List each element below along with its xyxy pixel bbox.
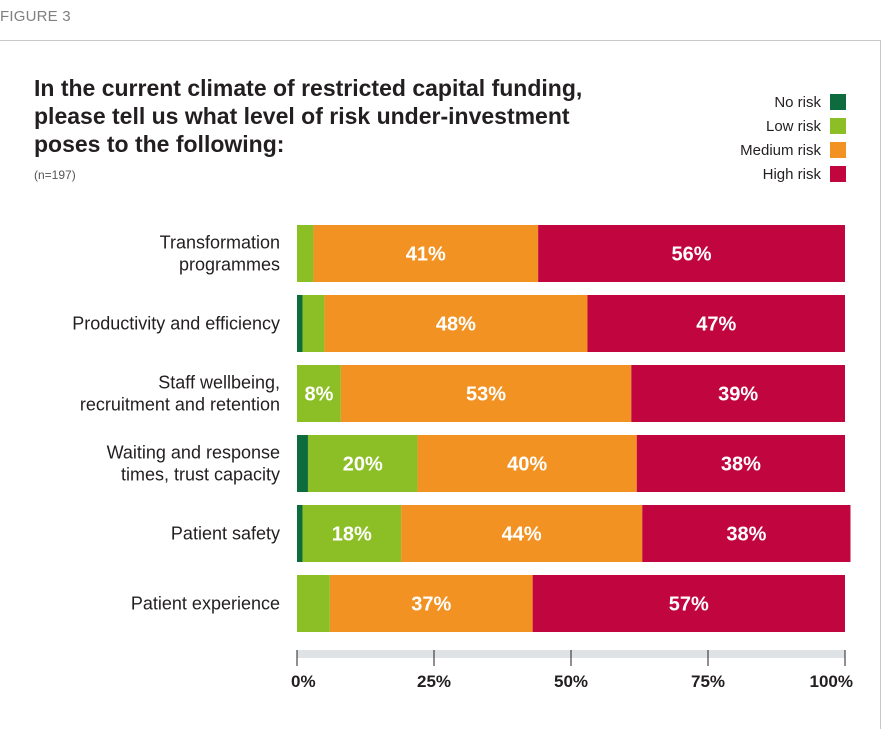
data-label: 8%: [304, 384, 333, 406]
bar-segment-low-risk: [302, 295, 325, 352]
bar-segment-high-risk: [642, 505, 851, 562]
bar-segment-low-risk: [297, 575, 330, 632]
bar-segment-high-risk: [532, 575, 845, 632]
data-label: 38%: [721, 454, 761, 476]
legend-label: Medium risk: [740, 141, 821, 159]
bar-segment-no-risk: [297, 295, 303, 352]
data-label: 53%: [466, 384, 506, 406]
legend-label: No risk: [774, 93, 821, 111]
figure-label: FIGURE 3: [0, 8, 71, 25]
data-label: 37%: [411, 594, 451, 616]
bar-segment-high-risk: [631, 365, 845, 422]
legend-label: Low risk: [765, 117, 821, 135]
category-label: Transformation programmes: [160, 233, 280, 275]
figure-frame: [0, 40, 881, 729]
legend-item-high-risk: High risk: [740, 162, 846, 186]
data-label: 56%: [672, 244, 712, 266]
category-label: Patient experience: [131, 594, 280, 614]
data-label: 20%: [343, 454, 383, 476]
data-label: 18%: [332, 524, 372, 546]
legend-swatch: [830, 142, 846, 158]
x-tick-label: 100%: [810, 672, 853, 691]
data-label: 41%: [406, 244, 446, 266]
bar-segment-medium-risk: [329, 575, 533, 632]
legend-label: High risk: [762, 165, 821, 183]
legend-item-no-risk: No risk: [740, 90, 846, 114]
category-label: Patient safety: [171, 524, 280, 544]
x-tick-label: 0%: [291, 672, 316, 691]
data-label: 39%: [718, 384, 758, 406]
bar-segment-high-risk: [636, 435, 845, 492]
bar-segment-medium-risk: [340, 365, 632, 422]
category-label: Productivity and efficiency: [72, 314, 280, 334]
bar-segment-medium-risk: [417, 435, 637, 492]
bar-segment-high-risk: [587, 295, 845, 352]
category-label: Staff wellbeing, recruitment and retentio…: [80, 373, 280, 415]
bar-segment-low-risk: [302, 505, 402, 562]
bar-segment-medium-risk: [313, 225, 539, 282]
legend-item-medium-risk: Medium risk: [740, 138, 846, 162]
chart-title: In the current climate of restricted cap…: [34, 75, 583, 157]
data-label: 47%: [696, 314, 736, 336]
legend-swatch: [830, 166, 846, 182]
bar-segment-no-risk: [297, 435, 308, 492]
bar-segment-medium-risk: [401, 505, 643, 562]
bar-segment-no-risk: [297, 505, 303, 562]
x-tick-label: 50%: [554, 672, 588, 691]
bar-segment-low-risk: [297, 365, 341, 422]
chart-subtitle: (n=197): [34, 168, 76, 182]
legend-swatch: [830, 118, 846, 134]
data-label: 48%: [436, 314, 476, 336]
legend-swatch: [830, 94, 846, 110]
x-tick-label: 25%: [417, 672, 451, 691]
bar-segment-medium-risk: [324, 295, 588, 352]
data-label: 40%: [507, 454, 547, 476]
legend-item-low-risk: Low risk: [740, 114, 846, 138]
bar-segment-low-risk: [307, 435, 418, 492]
data-label: 57%: [669, 594, 709, 616]
bar-segment-low-risk: [297, 225, 314, 282]
x-tick-label: 75%: [691, 672, 725, 691]
data-label: 44%: [502, 524, 542, 546]
chart-legend: No risk Low risk Medium risk High risk: [740, 90, 846, 186]
category-label: Waiting and response times, trust capacit…: [107, 443, 280, 485]
bar-segment-high-risk: [538, 225, 845, 282]
data-label: 38%: [726, 524, 766, 546]
